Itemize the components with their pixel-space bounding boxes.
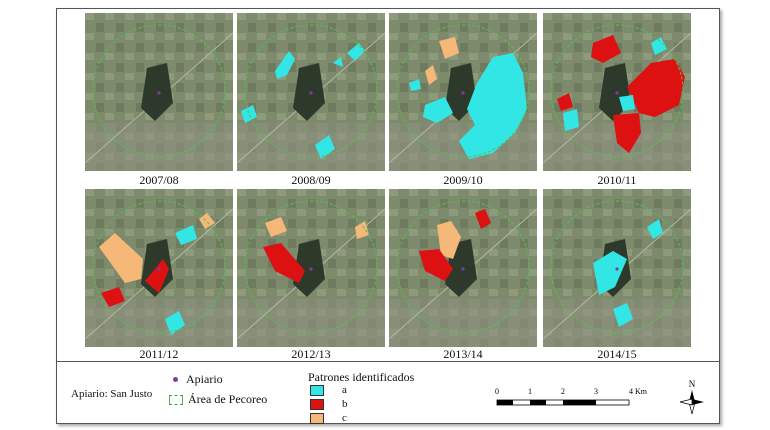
north-label: N (689, 379, 696, 389)
panel-year-label: 2009/10 (443, 173, 483, 187)
map-panel-2013-14 (389, 189, 537, 347)
legend-area: Área de Pecoreo (169, 392, 267, 407)
scale-tick-label: 4 Km (629, 387, 648, 396)
panel-year-label: 2013/14 (443, 347, 483, 361)
apiario-label: Apiario: San Justo (71, 388, 153, 400)
map-panel-2014-15 (543, 189, 691, 347)
panel-year-label: 2014/15 (597, 347, 637, 361)
pattern-c-swatch (310, 412, 324, 424)
apiary-point-icon (173, 377, 178, 382)
pattern-b-swatch (310, 398, 324, 410)
scale-bar: 0 1 2 3 4 Km (495, 387, 648, 406)
panel-year-label: 2011/12 (139, 347, 179, 361)
scale-tick-label: 3 (594, 387, 598, 396)
map-grid: 2007/08 2008/09 (57, 9, 719, 362)
map-panel-2012-13 (237, 189, 385, 347)
legend-apiario: Apiario (169, 372, 223, 387)
pattern-c-label: c (342, 412, 347, 424)
pattern-b-label: b (342, 398, 348, 410)
map-panel-2007-08 (85, 13, 233, 171)
legend-area-text: Área de Pecoreo (188, 392, 268, 406)
patterns-title: Patrones identificados (308, 370, 415, 384)
scale-tick-label: 1 (528, 387, 532, 396)
pattern-b: b (310, 398, 348, 410)
legend-apiario-text: Apiario (186, 372, 223, 386)
panel-year-label: 2010/11 (597, 173, 637, 187)
map-frame: 2007/08 2008/09 (56, 8, 720, 424)
pattern-c: c (310, 412, 347, 424)
panel-year-label: 2008/09 (291, 173, 331, 187)
panel-year-label: 2012/13 (291, 347, 331, 361)
scale-tick-label: 0 (495, 387, 499, 396)
map-panel-2011-12 (85, 189, 233, 347)
dashed-area-icon (169, 394, 183, 405)
scale-tick-label: 2 (561, 387, 565, 396)
pattern-a: a (310, 384, 347, 396)
map-panel-2010-11 (543, 13, 691, 171)
pattern-a-label: a (342, 384, 347, 396)
map-panel-2008-09 (237, 13, 385, 171)
map-panel-2009-10 (389, 13, 537, 171)
panel-year-label: 2007/08 (139, 173, 179, 187)
map-legend: Apiario: San Justo Apiario Área de Pecor… (57, 362, 719, 424)
pattern-a-swatch (310, 384, 324, 396)
north-arrow-icon: N (679, 379, 704, 415)
